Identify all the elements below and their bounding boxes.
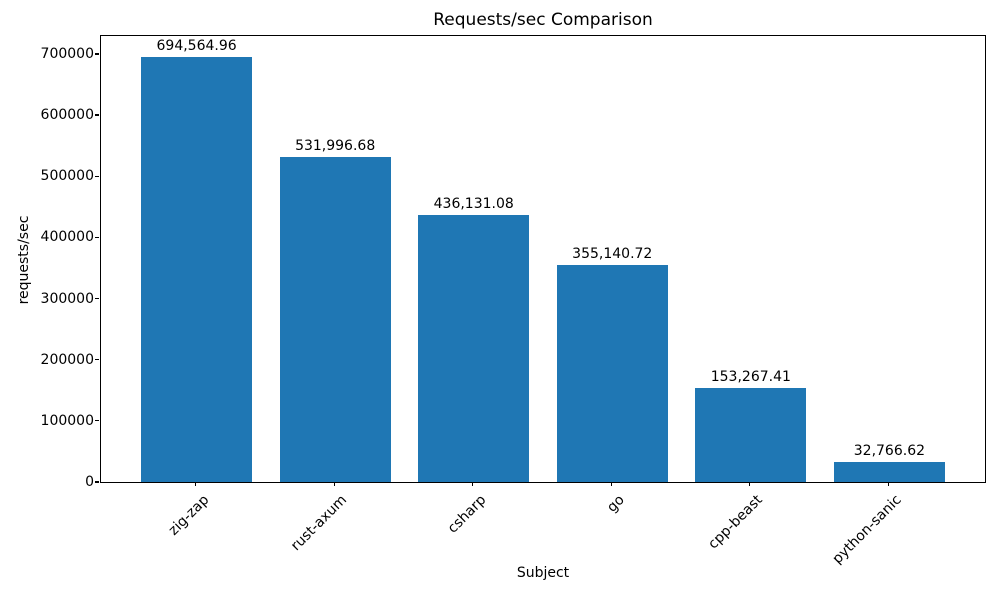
x-tick-label-text: go bbox=[603, 492, 628, 516]
bar bbox=[695, 388, 807, 482]
x-tick-label-text: csharp bbox=[444, 492, 490, 537]
bar bbox=[279, 156, 391, 482]
bar bbox=[418, 215, 530, 482]
y-tick-mark bbox=[95, 297, 99, 300]
y-tick-mark bbox=[95, 359, 99, 361]
x-tick-label-text: zig-zap bbox=[165, 492, 212, 539]
bar-value-label: 531,996.68 bbox=[295, 137, 376, 154]
bar bbox=[141, 57, 253, 482]
y-tick-label: 300000 bbox=[40, 290, 94, 307]
plot-area: 694,564.96 531,996.68 436,131.08 355,140.72… bbox=[100, 35, 986, 483]
bar-value-label: 694,564.96 bbox=[156, 38, 237, 55]
y-tick-label: 600000 bbox=[40, 107, 94, 124]
bar-value-label: 153,267.41 bbox=[710, 369, 791, 386]
y-tick-label: 200000 bbox=[40, 351, 94, 368]
y-tick-label: 0 bbox=[85, 474, 94, 490]
x-tick-label-text: python-sanic bbox=[829, 492, 905, 568]
bar-value-label: 436,131.08 bbox=[433, 196, 514, 213]
y-tick-mark bbox=[95, 175, 99, 177]
y-tick-label: 400000 bbox=[40, 229, 94, 246]
x-tick-label-text: cpp-beast bbox=[705, 492, 767, 553]
y-tick-mark bbox=[95, 53, 99, 55]
bar bbox=[556, 264, 668, 482]
y-axis-label: requests/sec bbox=[16, 215, 32, 305]
y-tick-label: 500000 bbox=[40, 168, 94, 185]
x-axis-label: Subject bbox=[516, 565, 570, 581]
bar-value-label: 32,766.62 bbox=[853, 442, 926, 459]
chart-title: Requests/sec Comparison bbox=[433, 10, 653, 30]
bar-value-label: 355,140.72 bbox=[572, 245, 653, 262]
bar bbox=[833, 461, 945, 482]
y-tick-label: 700000 bbox=[40, 45, 94, 62]
y-tick-mark bbox=[95, 420, 99, 422]
y-tick-mark bbox=[95, 481, 99, 483]
x-tick-label-text: rust-axum bbox=[288, 492, 351, 555]
y-tick-label: 100000 bbox=[40, 412, 94, 429]
y-tick-mark bbox=[95, 236, 99, 238]
y-tick-mark bbox=[95, 114, 99, 116]
